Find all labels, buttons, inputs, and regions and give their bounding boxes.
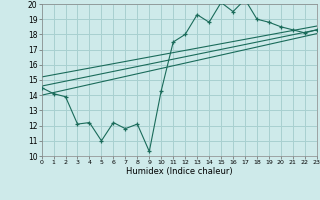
X-axis label: Humidex (Indice chaleur): Humidex (Indice chaleur) <box>126 167 233 176</box>
